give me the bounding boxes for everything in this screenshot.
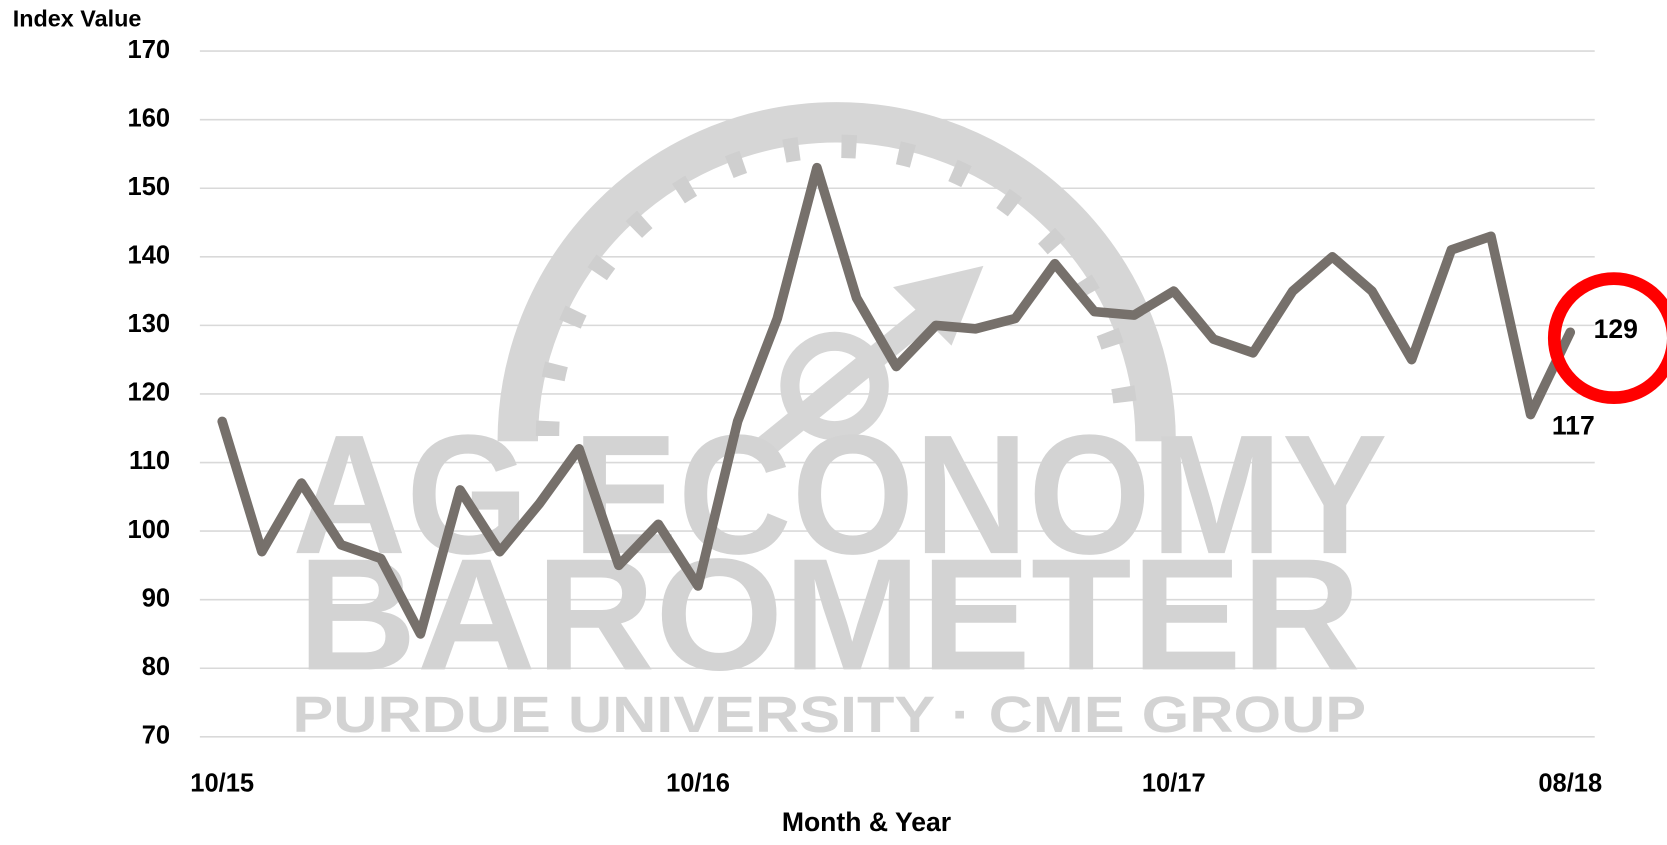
watermark	[497, 102, 1176, 456]
highlight-circle	[1547, 272, 1667, 405]
x-axis-label: Month & Year	[782, 807, 951, 837]
y-tick-label: 80	[142, 653, 170, 681]
x-tick-label: 10/16	[666, 769, 730, 797]
watermark-text: AG ECONOMY	[292, 400, 1387, 590]
x-tick-label: 08/18	[1538, 769, 1602, 797]
y-tick-label: 160	[128, 104, 171, 132]
y-tick-label: 70	[142, 722, 170, 750]
x-tick-label: 10/17	[1142, 769, 1206, 797]
y-tick-label: 150	[128, 173, 171, 201]
y-tick-label: 120	[128, 379, 171, 407]
y-tick-label: 100	[128, 516, 171, 544]
gauge-arc	[497, 102, 1176, 442]
y-tick-label: 140	[128, 242, 171, 270]
gauge-hub	[780, 331, 889, 441]
y-tick-label: 170	[128, 36, 171, 64]
y-axis-label: Index Value	[13, 5, 142, 31]
data-label: 117	[1552, 410, 1595, 440]
x-tick-label: 10/15	[190, 769, 254, 797]
y-tick-label: 90	[142, 584, 170, 612]
gauge-arrow	[893, 265, 984, 346]
gauge-needle	[758, 299, 943, 456]
data-label: 129	[1594, 314, 1638, 344]
y-tick-label: 110	[129, 447, 170, 475]
watermark-text: BAROMETER	[298, 525, 1361, 703]
y-tick-label: 130	[128, 310, 171, 338]
line	[217, 162, 1576, 639]
watermark-text: PURDUE UNIVERSITY · CME GROUP	[292, 686, 1366, 743]
